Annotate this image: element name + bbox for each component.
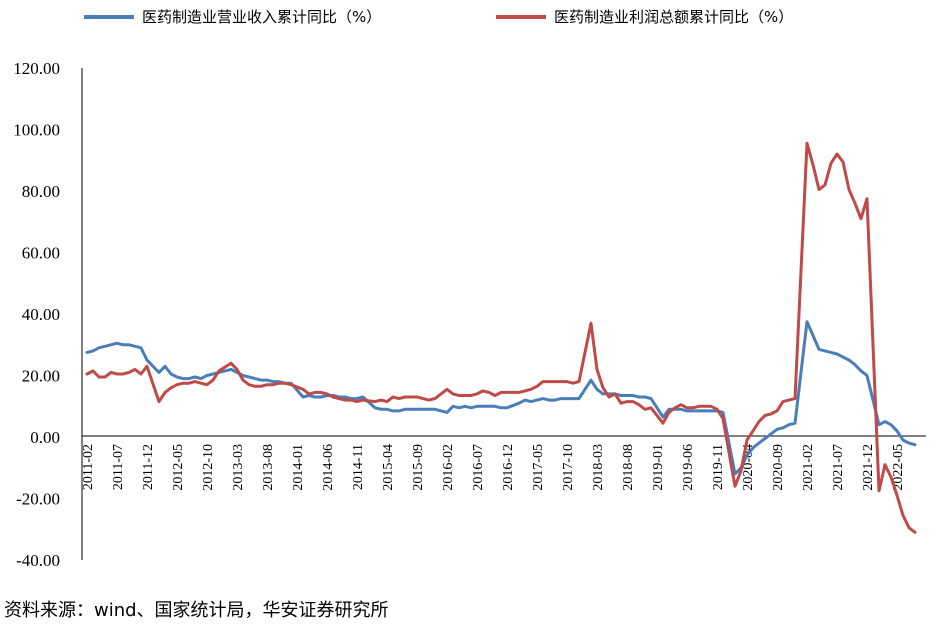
x-tick-label: 2013-03	[231, 444, 246, 491]
x-tick-label: 2016-12	[501, 444, 516, 491]
x-axis-ticks: 2011-02 2011-07 2011-12 2012-05 2012-10 2013-…	[81, 444, 906, 491]
y-tick-label: 60.00	[22, 244, 60, 263]
legend-item-revenue: 医药制造业营业收入累计同比（%）	[84, 6, 381, 27]
legend-swatch-profit	[496, 14, 546, 19]
y-tick-label: 120.00	[13, 59, 60, 78]
x-tick-label: 2011-02	[81, 444, 96, 490]
x-tick-label: 2019-11	[711, 444, 726, 490]
x-tick-label: 2016-02	[441, 444, 456, 491]
series-lines	[85, 141, 917, 534]
x-tick-label: 2021-02	[801, 444, 816, 491]
x-tick-label: 2015-04	[381, 444, 396, 491]
x-tick-label: 2022-05	[891, 444, 906, 491]
x-tick-label: 2014-11	[351, 444, 366, 490]
x-tick-label: 2016-07	[471, 444, 486, 491]
series-line-profit	[85, 141, 917, 534]
legend: 医药制造业营业收入累计同比（%） 医药制造业利润总额累计同比（%）	[0, 6, 944, 32]
legend-item-profit: 医药制造业利润总额累计同比（%）	[496, 6, 793, 27]
x-tick-label: 2018-03	[591, 444, 606, 491]
y-tick-label: -40.00	[16, 551, 60, 570]
x-tick-label: 2013-08	[261, 444, 276, 491]
series-line-revenue	[85, 320, 917, 476]
legend-label-revenue: 医药制造业营业收入累计同比（%）	[142, 8, 382, 26]
x-tick-label: 2012-10	[201, 444, 216, 491]
x-tick-label: 2018-08	[621, 444, 636, 491]
x-tick-label: 2019-01	[651, 444, 666, 491]
x-tick-label: 2011-12	[141, 444, 156, 490]
x-tick-label: 2015-09	[411, 444, 426, 491]
y-tick-label: 0.00	[30, 428, 60, 447]
x-tick-label: 2021-12	[861, 444, 876, 491]
x-tick-label: 2017-05	[531, 444, 546, 491]
x-tick-label: 2014-06	[321, 444, 336, 491]
x-tick-label: 2011-07	[111, 444, 126, 490]
legend-label-profit: 医药制造业利润总额累计同比（%）	[554, 8, 794, 26]
y-tick-label: -20.00	[16, 490, 60, 509]
x-tick-label: 2017-10	[561, 444, 576, 491]
y-tick-label: 40.00	[22, 305, 60, 324]
y-tick-label: 100.00	[13, 121, 60, 140]
x-tick-label: 2019-06	[681, 444, 696, 491]
x-tick-label: 2014-01	[291, 444, 306, 491]
x-tick-label: 2020-04	[741, 444, 756, 491]
legend-swatch-revenue	[84, 14, 134, 19]
x-tick-label: 2012-05	[171, 444, 186, 491]
x-tick-label: 2021-07	[831, 444, 846, 491]
y-axis-ticks: 120.00 100.00 80.00 60.00 40.00 20.00 0.00 -20.…	[13, 59, 60, 570]
source-note: 资料来源：wind、国家统计局，华安证券研究所	[4, 600, 389, 621]
x-tick-label: 2020-09	[771, 444, 786, 491]
y-tick-label: 20.00	[22, 367, 60, 386]
y-tick-label: 80.00	[22, 182, 60, 201]
